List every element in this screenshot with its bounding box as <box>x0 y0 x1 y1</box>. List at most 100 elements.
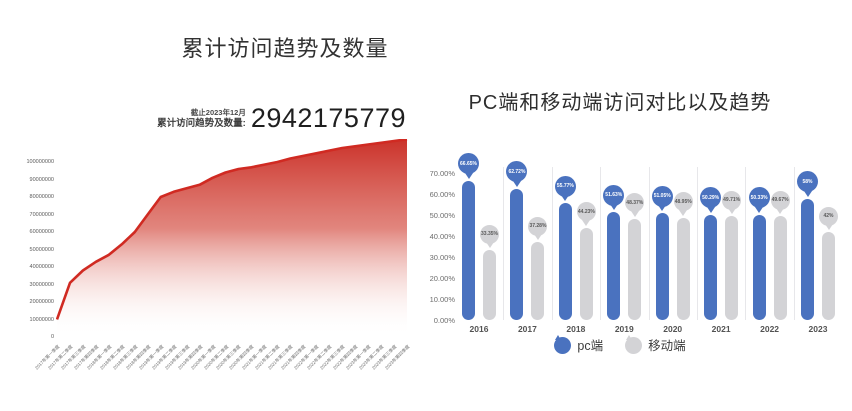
left-y-axis-tick-label: 50000000 <box>29 246 54 253</box>
value-balloon-pc-2020[interactable]: 51.05% <box>651 185 673 207</box>
total-annotation-labels: 截止2023年12月 累计访问趋势及数量: <box>157 108 246 130</box>
balloon-tail <box>755 206 764 213</box>
legend-pc-marker-icon <box>554 335 572 354</box>
group-separator <box>648 167 650 320</box>
balloon-tail <box>561 195 570 202</box>
legend-item-mobile[interactable]: 移动端 <box>625 335 686 354</box>
value-balloon-mobile-2022[interactable]: 49.67% <box>770 190 790 210</box>
legend-mobile-marker-icon <box>625 335 643 354</box>
right-x-axis-year-label: 2020 <box>663 324 683 334</box>
right-y-axis-tick-label: 50.00% <box>429 211 455 220</box>
total-annotation: 截止2023年12月 累计访问趋势及数量: 2942175779 <box>140 103 406 134</box>
bar-pc-2017[interactable] <box>510 188 524 320</box>
area-fill[interactable] <box>57 139 407 337</box>
legend-item-pc[interactable]: pc端 <box>554 335 603 354</box>
asof-date-label: 截止2023年12月 <box>190 107 246 117</box>
bar-mobile-2018[interactable] <box>579 227 593 320</box>
left-chart-title: 累计访问趋势及数量 <box>181 36 389 61</box>
value-balloon-pc-2016[interactable]: 66.65% <box>458 153 479 175</box>
balloon-tail <box>630 210 639 217</box>
bar-pc-2021[interactable] <box>704 214 718 320</box>
left-y-axis-tick-label: 0 <box>50 334 54 340</box>
left-y-axis-tick-label: 70000000 <box>29 211 54 218</box>
value-balloon-mobile-2023[interactable]: 42% <box>819 206 838 226</box>
group-separator <box>551 167 553 320</box>
bar-mobile-2019[interactable] <box>628 218 642 320</box>
value-balloon-mobile-2019[interactable]: 48.37% <box>625 193 645 213</box>
legend-label: pc端 <box>577 339 604 353</box>
cumulative-area-svg <box>55 138 408 337</box>
bar-mobile-2020[interactable] <box>676 217 690 320</box>
right-x-axis-year-label: 2018 <box>566 324 586 334</box>
right-x-axis-year-label: 2016 <box>469 324 489 334</box>
group-separator <box>600 167 602 320</box>
left-y-axis-tick-label: 40000000 <box>29 264 54 270</box>
balloon-tail <box>582 219 591 226</box>
balloon-tail <box>485 242 494 249</box>
value-balloon-mobile-2021[interactable]: 49.71% <box>722 190 742 210</box>
bar-pc-2020[interactable] <box>655 213 669 320</box>
value-balloon-pc-2018[interactable]: 55.77% <box>554 175 576 197</box>
bar-mobile-2017[interactable] <box>531 242 545 320</box>
trend-line[interactable] <box>55 138 408 320</box>
group-separator <box>696 167 698 320</box>
right-chart-title: PC端和移动端访问对比以及趋势 <box>468 92 772 114</box>
right-x-axis-year-label: 2022 <box>760 324 780 334</box>
balloon-tail <box>512 180 521 187</box>
right-y-axis-tick-label: 10.00% <box>429 294 455 304</box>
balloon-tail <box>609 204 618 211</box>
left-y-axis-tick-label: 60000000 <box>29 229 54 235</box>
left-y-axis-tick-label: 100000000 <box>26 159 54 165</box>
value-balloon-pc-2019[interactable]: 51.63% <box>603 184 625 206</box>
group-separator <box>793 167 795 320</box>
left-y-axis-tick-label: 90000000 <box>29 176 54 183</box>
left-y-axis-tick-label: 20000000 <box>29 299 54 305</box>
right-x-axis-year-label: 2023 <box>808 324 828 334</box>
bar-mobile-2021[interactable] <box>725 216 739 320</box>
right-y-axis-tick-label: 20.00% <box>429 273 455 283</box>
balloon-tail <box>803 190 812 197</box>
area-chart-plot[interactable] <box>55 138 408 341</box>
bar-pc-2019[interactable] <box>607 212 621 320</box>
value-balloon-mobile-2018[interactable]: 44.23% <box>576 202 596 222</box>
value-balloon-mobile-2016[interactable]: 33.35% <box>480 224 499 244</box>
right-y-axis-tick-label: 0.00% <box>433 315 455 325</box>
legend-label: 移动端 <box>648 339 686 353</box>
group-separator <box>745 167 747 320</box>
left-y-axis-tick-label: 10000000 <box>29 316 54 323</box>
bar-pc-2022[interactable] <box>752 214 766 320</box>
value-balloon-mobile-2020[interactable]: 48.95% <box>673 192 693 212</box>
legend-marker-dot <box>625 337 643 354</box>
group-separator <box>503 167 505 320</box>
bar-pc-2018[interactable] <box>558 203 572 320</box>
balloon-tail <box>464 172 473 179</box>
bar-mobile-2016[interactable] <box>483 250 496 320</box>
right-y-axis-tick-label: 30.00% <box>429 252 455 262</box>
value-balloon-pc-2017[interactable]: 62.72% <box>506 161 528 183</box>
value-balloon-mobile-2017[interactable]: 37.28% <box>528 216 548 236</box>
bar-mobile-2023[interactable] <box>822 232 835 320</box>
bar-pc-2016[interactable] <box>462 180 475 320</box>
value-balloon-pc-2021[interactable]: 50.29% <box>700 187 722 209</box>
chart-legend: pc端 移动端 <box>436 335 804 354</box>
balloon-tail <box>824 224 833 231</box>
right-y-axis-tick-label: 70.00% <box>429 169 455 179</box>
total-visits-value: 2942175779 <box>250 103 406 133</box>
legend-marker-dot <box>554 337 572 354</box>
bar-pc-2023[interactable] <box>801 198 814 320</box>
left-y-axis-tick-label: 80000000 <box>29 194 54 200</box>
balloon-tail <box>776 208 785 215</box>
right-x-axis-year-label: 2021 <box>711 324 731 334</box>
value-balloon-pc-2023[interactable]: 58% <box>797 171 818 193</box>
balloon-tail <box>706 206 715 213</box>
balloon-tail <box>727 208 736 215</box>
balloon-tail <box>533 234 542 241</box>
total-visits-label: 累计访问趋势及数量: <box>157 117 246 129</box>
balloon-tail <box>679 209 688 216</box>
balloon-tail <box>658 205 667 212</box>
right-y-axis-tick-label: 40.00% <box>429 231 455 241</box>
left-y-axis-tick-label: 30000000 <box>29 281 54 288</box>
value-balloon-pc-2022[interactable]: 50.33% <box>748 187 770 209</box>
bar-mobile-2022[interactable] <box>773 216 787 320</box>
